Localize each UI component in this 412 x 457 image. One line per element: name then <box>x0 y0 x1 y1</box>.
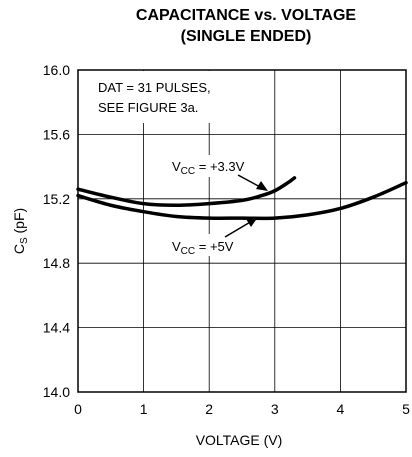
x-tick-label: 4 <box>337 401 345 417</box>
y-tick-label: 15.2 <box>43 191 70 207</box>
series-label-5-rest: = +5V <box>195 239 234 254</box>
y-tick-label: 15.6 <box>43 126 70 142</box>
y-tick-label: 14.4 <box>43 320 70 336</box>
series-label-bg-5 <box>168 234 244 256</box>
chart-title-line2: (SINGLE ENDED) <box>181 28 312 45</box>
y-tick-label: 16.0 <box>43 62 70 78</box>
series-label-vcc-5: VCC = +5V <box>172 239 234 257</box>
series-arrow-5 <box>224 220 253 238</box>
x-tick-label: 1 <box>140 401 148 417</box>
series-label-33-main: V <box>172 159 181 174</box>
series-label-5-sub: CC <box>181 246 195 257</box>
x-tick-label: 2 <box>205 401 213 417</box>
y-tick-label: 14.8 <box>43 255 70 271</box>
series-lines <box>76 176 408 221</box>
annotation-line2: SEE FIGURE 3a. <box>98 100 198 115</box>
y-axis-label-unit: (pF) <box>11 208 27 238</box>
x-tick-label: 5 <box>402 401 410 417</box>
series-arrowhead-5 <box>246 217 258 227</box>
annotation-box <box>82 71 248 123</box>
x-axis-label: VOLTAGE (V) <box>196 432 283 448</box>
y-tick-labels: 14.0 14.4 14.8 15.2 15.6 16.0 <box>43 62 70 400</box>
x-tick-labels: 0 1 2 3 4 5 <box>74 401 410 417</box>
plot-frame <box>77 69 407 393</box>
y-axis-label-sub: S <box>19 237 30 244</box>
series-label-vcc-33: VCC = +3.3V <box>172 159 245 177</box>
x-tick-label: 0 <box>74 401 82 417</box>
series-label-33-sub: CC <box>181 166 195 177</box>
series-line-vcc-5 <box>76 180 408 221</box>
series-line-vcc-33 <box>76 176 297 207</box>
y-axis-label: CS (pF) <box>11 208 30 254</box>
annotation-line1: DAT = 31 PULSES, <box>98 80 211 95</box>
series-label-5-main: V <box>172 239 181 254</box>
x-tick-label: 3 <box>271 401 279 417</box>
chart-title-line1: CAPACITANCE vs. VOLTAGE <box>136 7 356 24</box>
y-axis-label-main: C <box>11 244 27 254</box>
series-label-bg-33 <box>168 155 260 177</box>
series-label-33-rest: = +3.3V <box>195 159 244 174</box>
series-arrowhead-33 <box>256 181 268 191</box>
y-tick-label: 14.0 <box>43 384 70 400</box>
